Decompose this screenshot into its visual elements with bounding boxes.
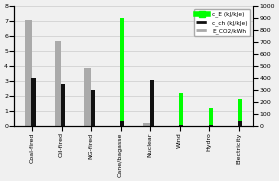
Bar	[179, 125, 183, 126]
Legend: c_E (kJ/kJe), c_ch (kJ/kJe), E_CO2/kWh: c_E (kJ/kJe), c_ch (kJ/kJe), E_CO2/kWh	[194, 9, 250, 36]
Bar	[143, 123, 150, 126]
Bar	[61, 84, 65, 126]
Bar	[84, 68, 91, 126]
Bar	[150, 80, 154, 126]
Bar	[150, 80, 154, 126]
Bar	[120, 121, 124, 126]
Bar	[32, 78, 36, 126]
Bar	[90, 90, 95, 126]
Bar	[209, 125, 213, 126]
Bar	[90, 90, 95, 126]
Bar	[55, 41, 61, 126]
Bar	[61, 84, 65, 126]
Bar	[179, 93, 183, 126]
Bar	[209, 108, 213, 126]
Bar	[238, 99, 242, 126]
Bar	[32, 78, 36, 126]
Bar	[238, 121, 242, 126]
Bar	[120, 18, 124, 126]
Bar	[25, 20, 32, 126]
